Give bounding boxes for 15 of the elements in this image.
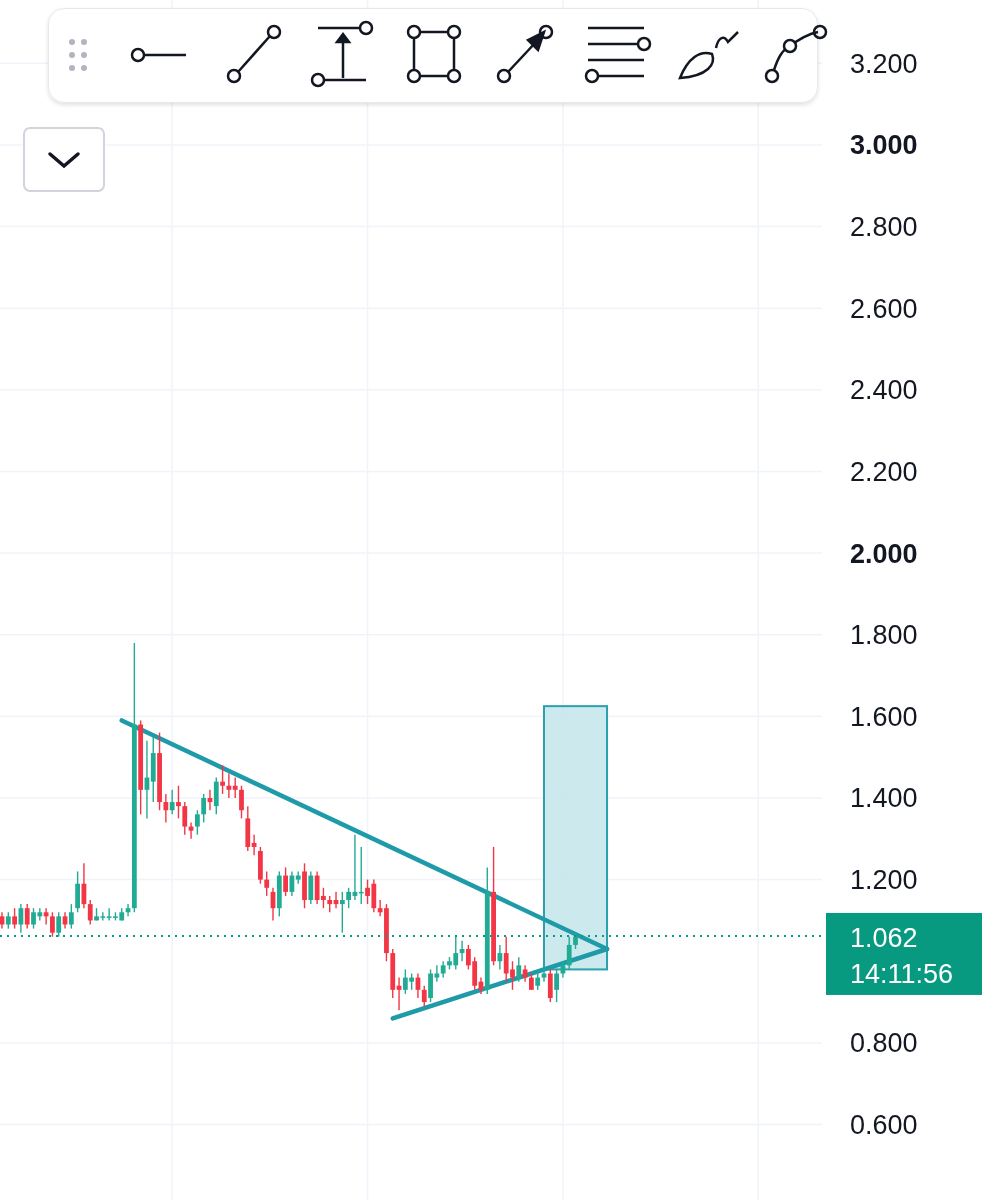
y-tick-label: 2.800 [850, 211, 918, 242]
ref-line-label: 1.062 [850, 922, 918, 953]
y-tick-label: 3.200 [850, 48, 918, 79]
y-tick-label: 0.600 [850, 1109, 918, 1140]
y-tick-label: 1.400 [850, 783, 918, 814]
y-tick-label: 0.800 [850, 1028, 918, 1059]
y-tick-label: 2.600 [850, 293, 918, 324]
y-tick-label: 1.800 [850, 620, 918, 651]
text: 14:11:56 [850, 958, 954, 989]
y-tick-label: 1.200 [850, 865, 918, 896]
y-tick-label: 2.400 [850, 375, 918, 406]
y-tick-label: 2.200 [850, 456, 918, 487]
y-tick-label: 2.000 [850, 538, 918, 569]
y-tick-label: 1.600 [850, 701, 918, 732]
y-tick-label: 3.000 [850, 130, 918, 161]
